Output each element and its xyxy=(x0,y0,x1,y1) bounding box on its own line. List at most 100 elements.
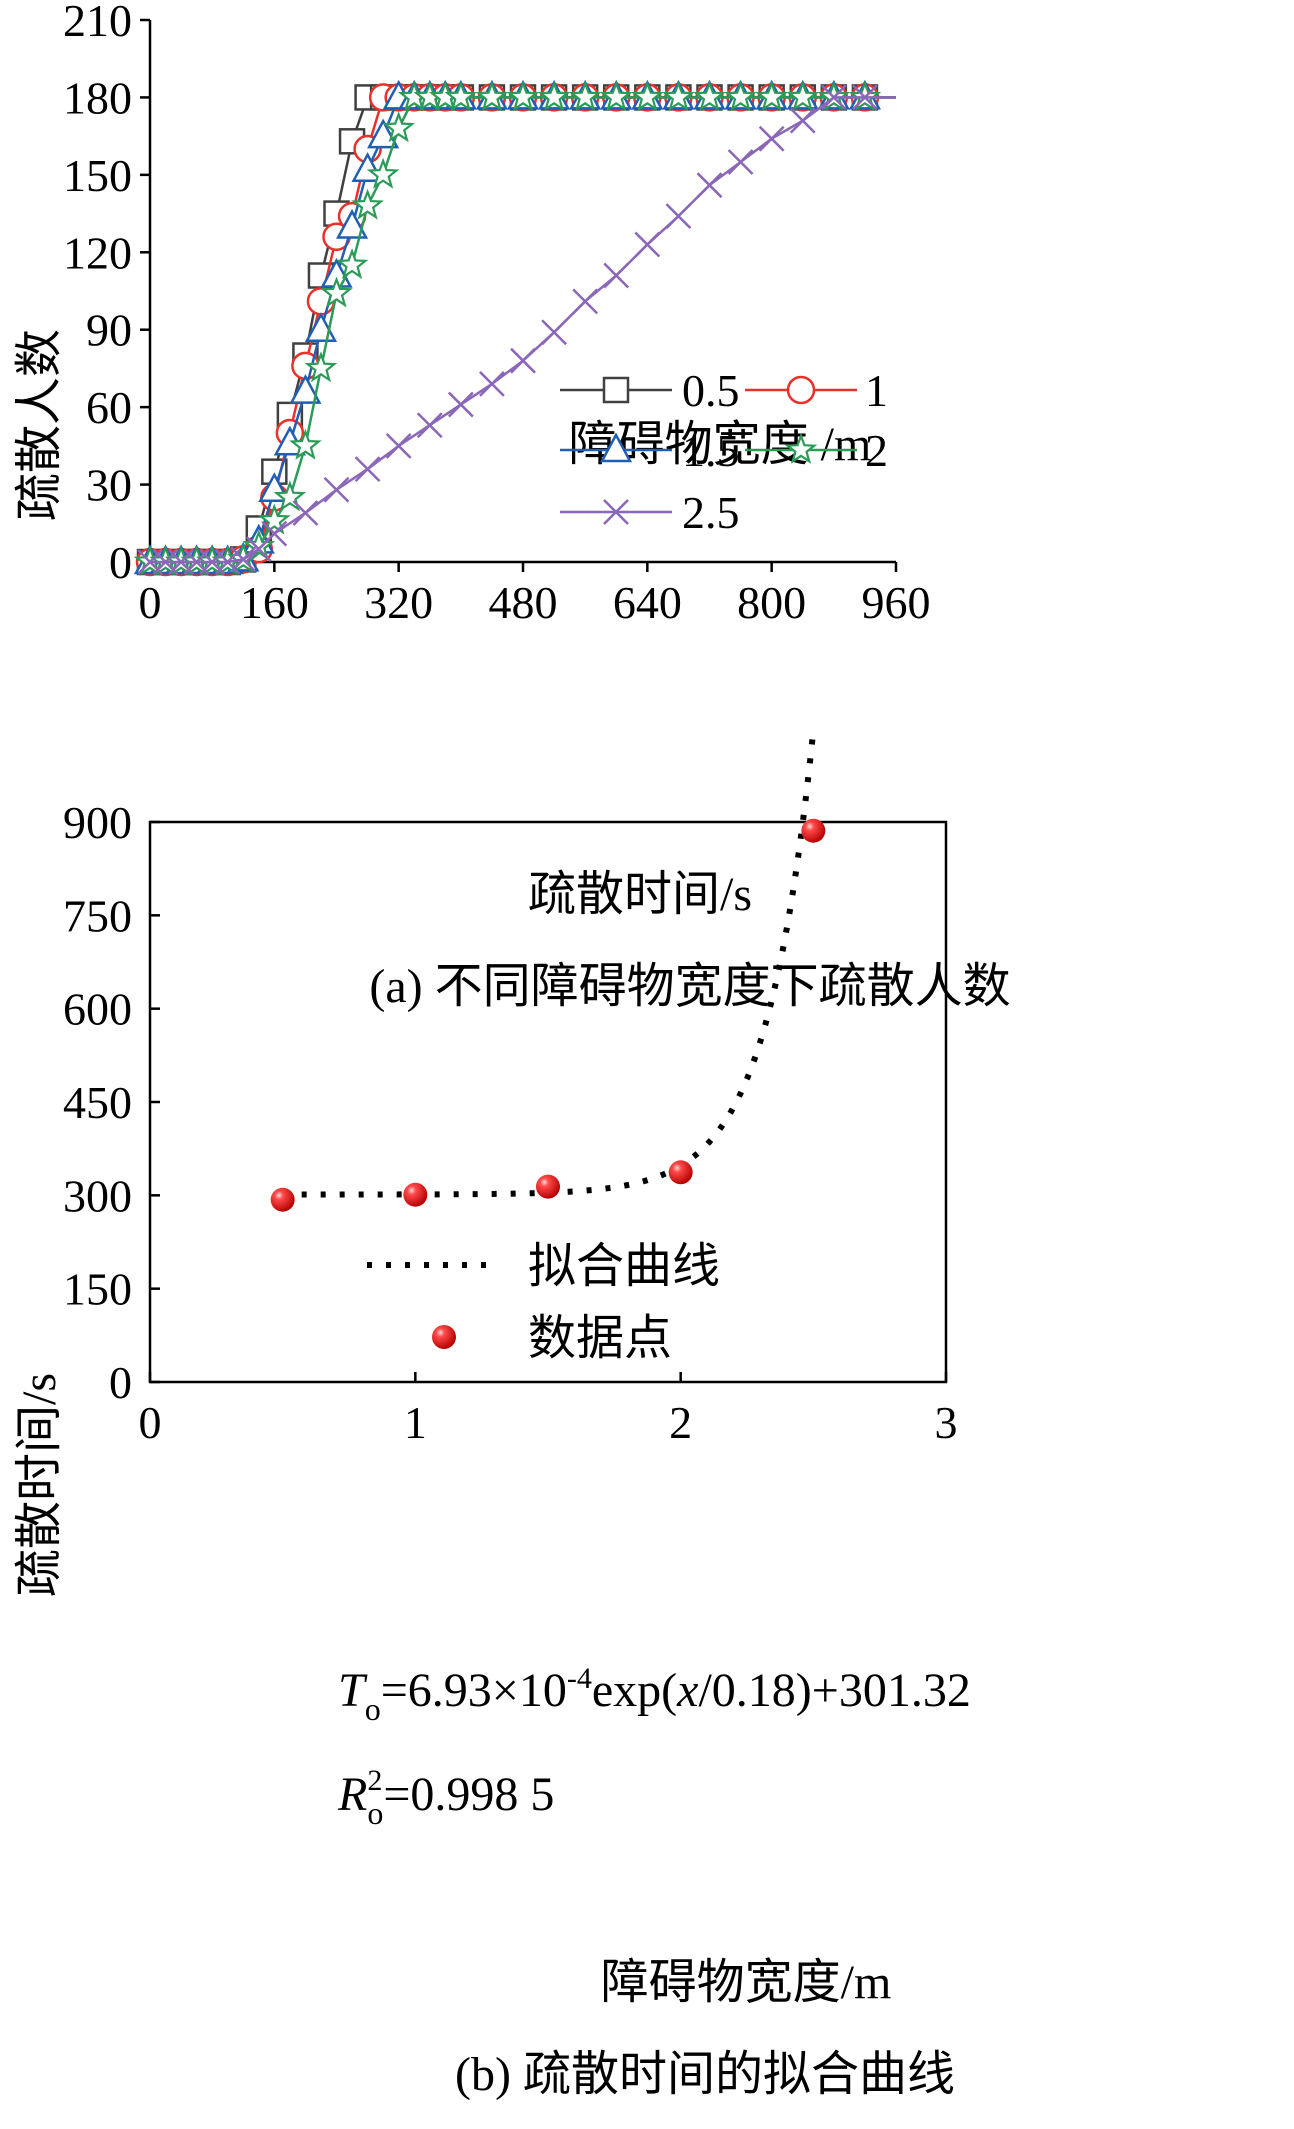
data-point xyxy=(366,157,400,189)
panel-b-y-axis-label: 疏散时间/s xyxy=(13,1373,66,1597)
data-point xyxy=(572,288,599,315)
data-point xyxy=(289,428,322,460)
r-sup: 2 xyxy=(367,1764,382,1797)
fit-equation: To=6.93×10-4exp(x/0.18)+301.32 xyxy=(338,1662,971,1727)
legend-fit-curve-label: 拟合曲线 xyxy=(528,1240,720,1293)
series-width-1 xyxy=(135,83,896,577)
x-tick-label: 0 xyxy=(139,577,162,628)
x-tick-label: 0 xyxy=(139,1397,162,1448)
data-point xyxy=(351,188,384,220)
data-point xyxy=(335,208,369,239)
y-tick-label: 0 xyxy=(109,537,132,588)
data-point xyxy=(335,248,369,280)
series-width-1_5 xyxy=(133,79,896,575)
panel-a-y-axis-label: 疏散人数 xyxy=(13,329,66,521)
data-point xyxy=(214,549,241,575)
data-point xyxy=(758,125,785,152)
panel-a: 0 160 320 480 640 800 960 0 30 60 90 120 150 180 2 1 0 … xyxy=(13,0,1011,1013)
eq-exp: -4 xyxy=(567,1662,592,1695)
y-tick-label: 150 xyxy=(63,150,132,201)
data-point xyxy=(662,80,695,112)
panel-b-legend: 拟合曲线 数据点 xyxy=(367,1240,720,1365)
eq-lhs: T xyxy=(338,1664,368,1717)
data-point xyxy=(261,520,288,547)
data-point xyxy=(541,319,567,346)
panel-a-caption: (a) 不同障碍物宽度下疏散人数 xyxy=(369,960,1010,1013)
x-tick-label: 320 xyxy=(364,577,433,628)
eq-var: x xyxy=(676,1664,698,1717)
y-tick-label: 0 xyxy=(109,1357,132,1408)
data-point xyxy=(320,276,353,308)
legend-label: 0.5 xyxy=(682,365,740,416)
eq-part2: exp( xyxy=(592,1664,677,1717)
data-point xyxy=(820,84,847,111)
data-point xyxy=(536,1174,560,1199)
x-tick-label: 1 xyxy=(404,1397,427,1448)
x-tick-label: 160 xyxy=(240,577,309,628)
data-point xyxy=(289,374,322,404)
data-point xyxy=(696,172,723,199)
x-tick-label: 640 xyxy=(613,577,682,628)
data-point xyxy=(270,1187,295,1212)
panel-a-x-tick-labels: 0 160 320 480 640 800 960 xyxy=(139,577,931,628)
x-tick-label: 2 xyxy=(669,1397,692,1448)
eq-sub: o xyxy=(365,1691,381,1727)
data-point xyxy=(475,80,509,112)
data-point xyxy=(323,476,350,503)
data-point xyxy=(665,203,692,230)
data-point xyxy=(444,80,478,112)
r-lhs: R xyxy=(337,1768,367,1821)
data-point xyxy=(447,391,474,418)
data-point xyxy=(258,503,291,535)
data-point xyxy=(416,412,443,439)
panel-a-y-tick-labels: 0 30 60 90 120 150 180 210 xyxy=(63,0,132,588)
series-width-2_5 xyxy=(137,84,896,575)
panel-b-series xyxy=(270,730,826,1212)
data-point xyxy=(506,80,540,112)
panel-a-x-axis-label: 疏散时间/s xyxy=(528,868,752,921)
legend-label: 1 xyxy=(865,365,888,416)
series-width-2 xyxy=(133,80,896,576)
data-point xyxy=(599,80,633,112)
panel-a-series xyxy=(133,79,896,577)
data-point xyxy=(354,456,381,482)
y-tick-label: 180 xyxy=(63,72,132,123)
data-point xyxy=(230,546,257,573)
panel-b-axes xyxy=(148,820,948,1384)
data-point xyxy=(479,371,505,397)
legend-swatch-marker xyxy=(603,499,629,525)
legend-entry-2: 2 xyxy=(745,425,888,476)
y-tick-label: 750 xyxy=(63,890,132,941)
y-tick-label: 600 xyxy=(63,984,132,1035)
legend-entry-2_5: 2.5 xyxy=(560,487,740,538)
legend-entry-0_5: 0.5 xyxy=(560,365,740,416)
series-width-0_5 xyxy=(136,84,896,576)
panel-b-caption: (b) 疏散时间的拟合曲线 xyxy=(455,2048,955,2101)
y-tick-label: 900 xyxy=(63,797,132,848)
r-value: =0.998 5 xyxy=(383,1768,554,1821)
data-point xyxy=(242,529,276,561)
panel-b-x-tick-labels: 0 1 2 3 xyxy=(139,1397,958,1448)
legend-label: 2.5 xyxy=(682,487,740,538)
data-point xyxy=(385,432,412,459)
data-point xyxy=(292,500,319,526)
y-tick-label: 60 xyxy=(86,382,132,433)
legend-swatch-marker xyxy=(602,376,630,404)
data-point xyxy=(724,80,757,112)
legend-swatch-marker xyxy=(786,375,816,405)
legend-data-point-label: 数据点 xyxy=(528,1312,672,1365)
y-tick-label: 90 xyxy=(86,305,132,356)
series-line xyxy=(150,96,896,564)
r-squared: R2 o=0.998 5 xyxy=(337,1764,554,1831)
data-point xyxy=(382,111,415,143)
legend-entry-1: 1 xyxy=(745,365,888,416)
data-point xyxy=(755,80,788,112)
data-point xyxy=(668,1160,693,1185)
data-point xyxy=(537,80,571,112)
data-point xyxy=(852,84,878,111)
data-point xyxy=(786,80,820,112)
data-point xyxy=(801,818,826,843)
panel-a-legend: 0.5 1 1.5 2 2.5 xyxy=(560,365,888,538)
